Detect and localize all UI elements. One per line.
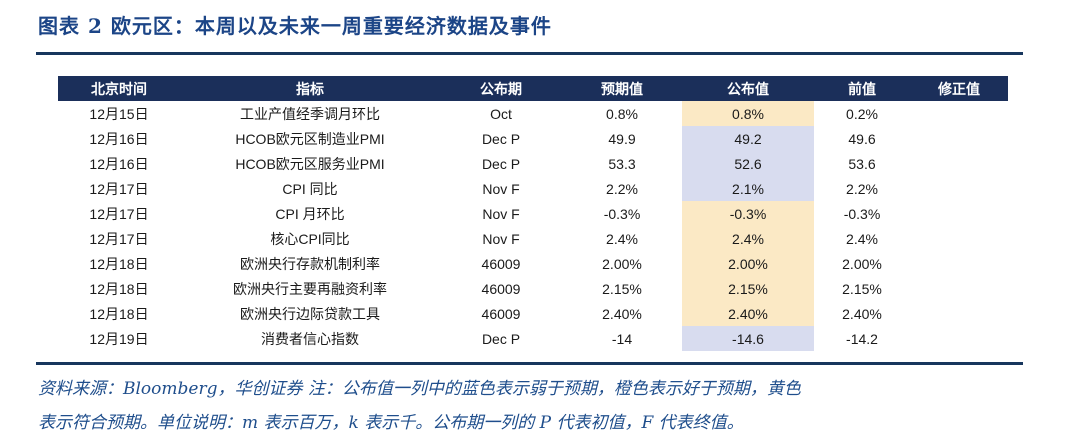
cell-indicator: HCOB欧元区制造业PMI [235,130,385,147]
cell-previous: 2.00% [842,255,882,272]
cell-period: Dec P [481,330,521,347]
cell-expected: 2.2% [606,180,638,197]
cell-previous: 53.6 [848,155,876,172]
cell-period: Nov F [482,205,520,222]
cell-actual: 2.4% [682,226,814,251]
header-period: 公布期 [440,76,562,101]
source-note-line2: 表示符合预期。单位说明：m 表示百万，k 表示千。公布期一列的 P 代表初值，F… [38,413,744,433]
cell-actual: 49.2 [682,126,814,151]
cell-period: 46009 [481,255,521,272]
cell-previous: 49.6 [848,130,876,147]
economic-data-table: 北京时间 指标 公布期 预期值 公布值 前值 修正值 12月15日 工业产值经季调… [58,76,1008,351]
header-actual: 公布值 [682,76,814,101]
cell-revised [910,176,1008,201]
table-row: 12月16日 HCOB欧元区制造业PMI Dec P 49.9 49.2 49.6 [58,126,1008,151]
cell-previous: 2.2% [846,180,878,197]
cell-date: 12月19日 [89,330,149,347]
cell-revised [910,151,1008,176]
cell-date: 12月17日 [89,230,149,247]
table-row: 12月17日 CPI 同比 Nov F 2.2% 2.1% 2.2% [58,176,1008,201]
cell-revised [910,226,1008,251]
cell-period: 46009 [481,305,521,322]
cell-date: 12月17日 [89,205,149,222]
table-row: 12月17日 CPI 月环比 Nov F -0.3% -0.3% -0.3% [58,201,1008,226]
cell-revised [910,276,1008,301]
cell-period: 46009 [481,280,521,297]
cell-previous: 2.15% [842,280,882,297]
cell-previous: 2.40% [842,305,882,322]
cell-revised [910,326,1008,351]
cell-indicator: CPI 月环比 [275,205,345,222]
cell-expected: 49.9 [608,130,636,147]
cell-period: Oct [490,105,512,122]
cell-expected: 2.40% [602,305,642,322]
cell-expected: -14 [611,330,633,347]
cell-expected: 2.00% [602,255,642,272]
cell-actual: -14.6 [682,326,814,351]
header-indicator: 指标 [180,76,440,101]
cell-actual: 52.6 [682,151,814,176]
cell-revised [910,101,1008,126]
cell-revised [910,301,1008,326]
cell-previous: 2.4% [846,230,878,247]
cell-actual: 2.00% [682,251,814,276]
cell-indicator: 欧洲央行边际贷款工具 [240,305,380,322]
source-note-line1: 资料来源：Bloomberg，华创证券 注：公布值一列中的蓝色表示弱于预期，橙色… [38,379,801,399]
cell-revised [910,126,1008,151]
cell-period: Dec P [481,155,521,172]
table-row: 12月18日 欧洲央行主要再融资利率 46009 2.15% 2.15% 2.15% [58,276,1008,301]
cell-date: 12月18日 [89,255,149,272]
cell-actual: 2.1% [682,176,814,201]
cell-actual: 0.8% [682,101,814,126]
cell-indicator: 工业产值经季调月环比 [240,105,380,122]
header-beijing-time: 北京时间 [58,76,180,101]
cell-date: 12月17日 [89,180,149,197]
cell-indicator: 核心CPI同比 [270,230,350,247]
table-row: 12月16日 HCOB欧元区服务业PMI Dec P 53.3 52.6 53.6 [58,151,1008,176]
table-header-row: 北京时间 指标 公布期 预期值 公布值 前值 修正值 [58,76,1008,101]
cell-actual: 2.40% [682,301,814,326]
cell-indicator: HCOB欧元区服务业PMI [235,155,385,172]
table-row: 12月15日 工业产值经季调月环比 Oct 0.8% 0.8% 0.2% [58,101,1008,126]
cell-date: 12月15日 [89,105,149,122]
title-divider [36,52,1023,55]
table-row: 12月18日 欧洲央行边际贷款工具 46009 2.40% 2.40% 2.40% [58,301,1008,326]
cell-actual: -0.3% [682,201,814,226]
header-expected: 预期值 [562,76,682,101]
footer-divider [36,362,1023,365]
cell-indicator: 欧洲央行存款机制利率 [240,255,380,272]
cell-previous: -0.3% [843,205,881,222]
cell-period: Nov F [482,230,520,247]
cell-indicator: 消费者信心指数 [261,330,359,347]
cell-date: 12月16日 [89,155,149,172]
cell-revised [910,251,1008,276]
cell-actual: 2.15% [682,276,814,301]
cell-previous: -14.2 [846,330,878,347]
cell-revised [910,201,1008,226]
table-row: 12月18日 欧洲央行存款机制利率 46009 2.00% 2.00% 2.00% [58,251,1008,276]
cell-expected: 2.15% [602,280,642,297]
cell-expected: 0.8% [606,105,638,122]
header-previous: 前值 [814,76,910,101]
cell-expected: -0.3% [603,205,641,222]
table-body: 12月15日 工业产值经季调月环比 Oct 0.8% 0.8% 0.2% 12月16日 HCO… [58,101,1008,351]
cell-expected: 2.4% [606,230,638,247]
figure-title: 图表 2 欧元区：本周以及未来一周重要经济数据及事件 [38,14,552,38]
cell-previous: 0.2% [846,105,878,122]
table-row: 12月17日 核心CPI同比 Nov F 2.4% 2.4% 2.4% [58,226,1008,251]
cell-date: 12月16日 [89,130,149,147]
cell-expected: 53.3 [608,155,636,172]
cell-period: Dec P [481,130,521,147]
source-note: 资料来源：Bloomberg，华创证券 注：公布值一列中的蓝色表示弱于预期，橙色… [38,372,1048,440]
cell-period: Nov F [482,180,520,197]
header-revised: 修正值 [910,76,1008,101]
cell-indicator: 欧洲央行主要再融资利率 [233,280,387,297]
cell-date: 12月18日 [89,305,149,322]
cell-date: 12月18日 [89,280,149,297]
table-row: 12月19日 消费者信心指数 Dec P -14 -14.6 -14.2 [58,326,1008,351]
cell-indicator: CPI 同比 [282,180,338,197]
